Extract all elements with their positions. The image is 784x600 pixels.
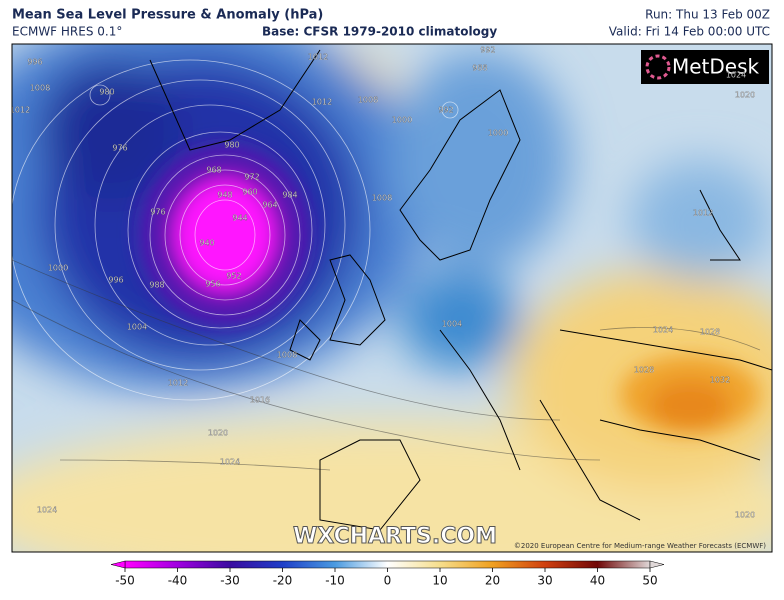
contour-label: 948 <box>217 191 232 200</box>
colorbar-tick-label: 40 <box>590 574 605 588</box>
model: ECMWF HRES 0.1° <box>12 25 122 39</box>
contour-label: 1024 <box>37 506 57 515</box>
contour-label: 976 <box>150 208 165 217</box>
contour-label: 1012 <box>312 98 332 107</box>
contour-label: 952 <box>226 272 241 281</box>
contour-label: 1012 <box>693 209 713 218</box>
run: Run: Thu 13 Feb 00Z <box>645 8 770 22</box>
colorbar-tick-label: -50 <box>115 574 135 588</box>
valid: Valid: Fri 14 Feb 00:00 UTC <box>609 25 770 39</box>
contour-label: 1008 <box>30 84 50 93</box>
contour-label: 1008 <box>358 96 378 105</box>
colorbar-tick-label: -40 <box>168 574 188 588</box>
colorbar-gradient <box>124 560 651 569</box>
contour-label: 1024 <box>220 458 240 467</box>
title: Mean Sea Level Pressure & Anomaly (hPa) <box>12 8 323 23</box>
contour-label: 1024 <box>726 71 746 80</box>
contour-label: 1032 <box>710 376 730 385</box>
contour-label: 964 <box>262 201 277 210</box>
contour-label: 972 <box>244 173 259 182</box>
colorbar-tick-label: -30 <box>220 574 240 588</box>
contour-label: 956 <box>205 280 220 289</box>
colorbar-high-end <box>649 560 665 569</box>
colorbar-tick-label: -20 <box>273 574 293 588</box>
colorbar-tick-label: 0 <box>384 574 392 588</box>
logo-icon <box>645 54 671 80</box>
credit: ©2020 European Centre for Medium-range W… <box>514 542 766 550</box>
contour-label: 992 <box>480 46 495 55</box>
colorbar-tick-label: 30 <box>537 574 552 588</box>
map-frame <box>11 43 773 553</box>
logo-box <box>641 50 769 84</box>
contour-label: 940 <box>199 239 214 248</box>
contour-label: 1020 <box>735 91 755 100</box>
colorbar-tick-label: 10 <box>432 574 447 588</box>
contour-label: 996 <box>108 276 123 285</box>
contour-label: 1012 <box>308 53 328 62</box>
contour-label: 1008 <box>277 351 297 360</box>
contour-label: 988 <box>149 281 164 290</box>
colorbar-tick-label: 50 <box>642 574 657 588</box>
contour-label: 980 <box>224 141 239 150</box>
contour-label: 1004 <box>442 320 462 329</box>
contour-label: 980 <box>99 88 114 97</box>
contour-label: 1024 <box>653 326 673 335</box>
watermark: WXCHARTS.COM <box>293 524 497 549</box>
colorbar: -50 -40 -30 -20 -10 0 10 20 30 40 50 <box>110 560 665 588</box>
contour-label: 1020 <box>208 429 228 438</box>
contour-label: 1004 <box>127 323 147 332</box>
contour-label: 968 <box>206 166 221 175</box>
contour-label: 996 <box>27 58 42 67</box>
contour-label: 1028 <box>634 366 654 375</box>
contour-label: 976 <box>112 144 127 153</box>
contour-label: 1012 <box>168 379 188 388</box>
contour-label: 1000 <box>488 129 508 138</box>
colorbar-tick-label: 20 <box>485 574 500 588</box>
contour-label: 1020 <box>735 511 755 520</box>
contour-label: 1016 <box>250 396 270 405</box>
contour-label: 1000 <box>48 264 68 273</box>
map: MetDesk WXCHARTS.COM ©2020 European Cent… <box>10 44 772 552</box>
contour-label: 1012 <box>10 106 30 115</box>
contour-label: 992 <box>438 106 453 115</box>
contour-label: 1008 <box>372 194 392 203</box>
contour-label: 1000 <box>392 116 412 125</box>
contour-label: 960 <box>242 188 257 197</box>
contour-labels: 980 976 976 968 972 980 964 960 948 944 940 952 956 9… <box>10 45 755 520</box>
contour-label: 944 <box>232 214 247 223</box>
contour-label: 988 <box>472 64 487 73</box>
contour-label: 984 <box>282 191 297 200</box>
base: Base: CFSR 1979-2010 climatology <box>262 25 497 39</box>
contour-label: 1028 <box>700 328 720 337</box>
logo: MetDesk <box>672 55 760 79</box>
colorbar-tick-label: -10 <box>325 574 345 588</box>
colorbar-low-end <box>110 560 126 569</box>
